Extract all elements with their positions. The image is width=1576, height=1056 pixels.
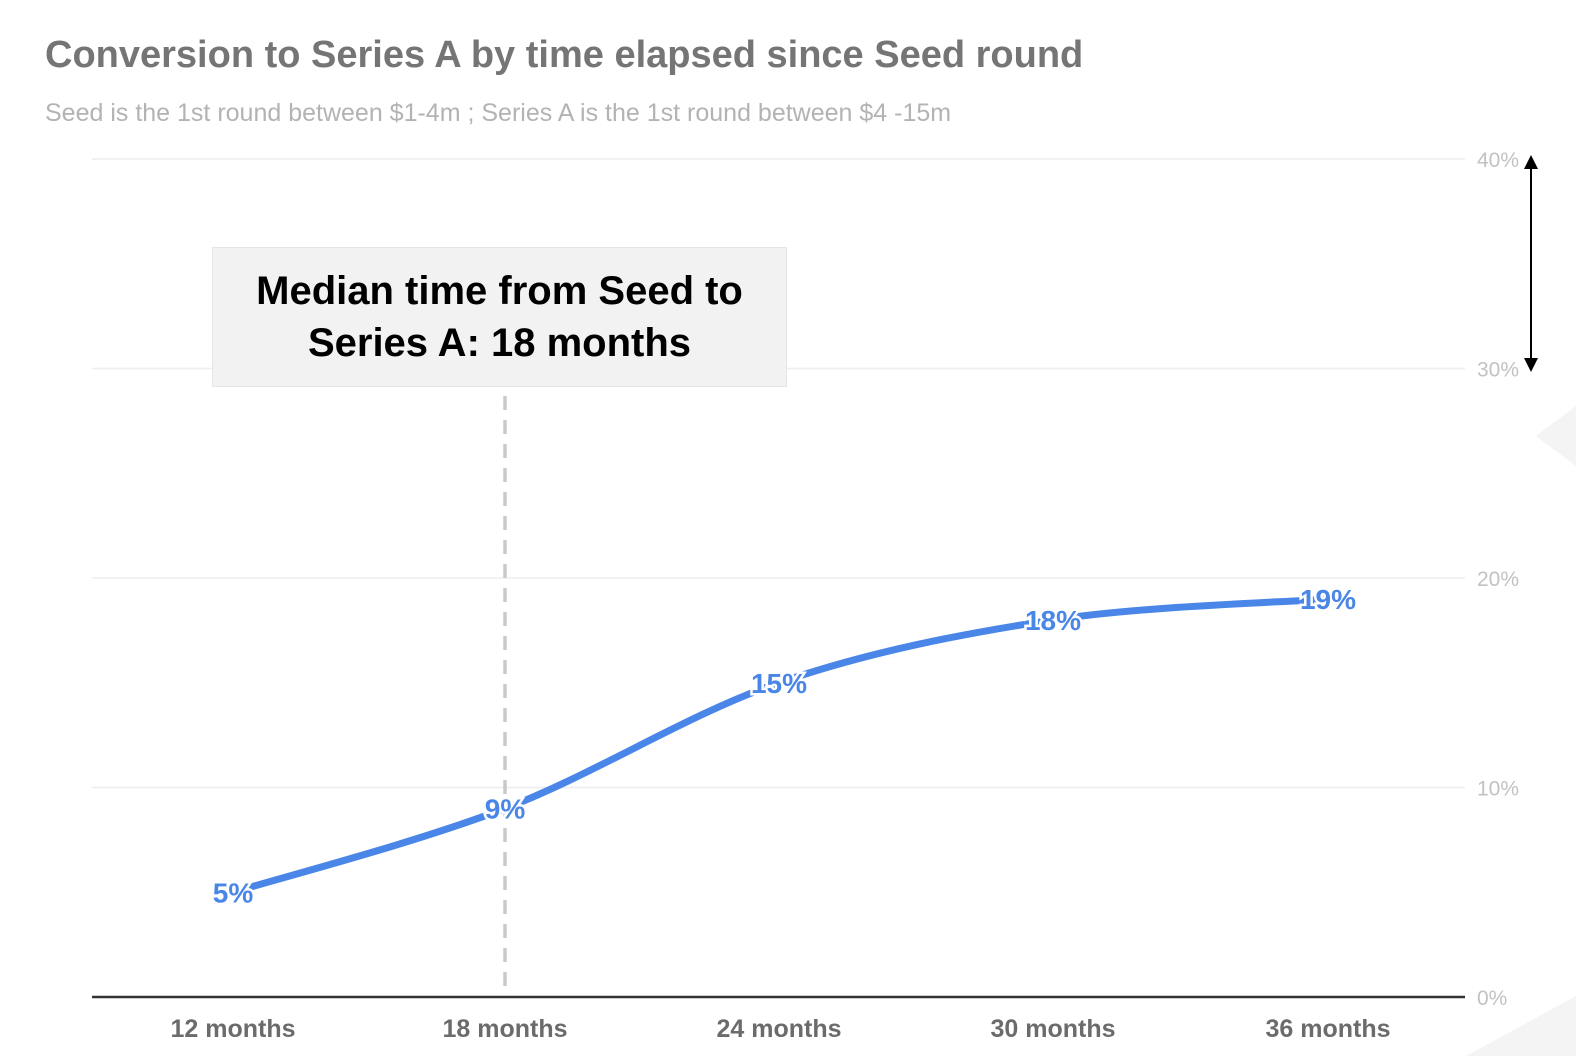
data-label: 5%	[213, 877, 254, 908]
data-label: 9%	[485, 793, 526, 824]
x-tick-label: 30 months	[990, 1015, 1115, 1043]
chart-title: Conversion to Series A by time elapsed s…	[45, 34, 1084, 76]
median-annotation-text: Median time from Seed to Series A: 18 mo…	[256, 269, 743, 365]
x-tick-label: 18 months	[442, 1015, 567, 1043]
x-tick-label: 12 months	[170, 1015, 295, 1043]
x-tick-label: 24 months	[716, 1015, 841, 1043]
data-label: 15%	[751, 668, 807, 699]
y-tick-label: 30%	[1477, 359, 1519, 382]
y-tick-label: 0%	[1477, 987, 1507, 1010]
chart-subtitle: Seed is the 1st round between $1-4m ; Se…	[45, 99, 952, 127]
median-annotation-box: Median time from Seed to Series A: 18 mo…	[212, 247, 787, 387]
x-tick-label: 36 months	[1265, 1015, 1390, 1043]
decorative-corner-shape	[1466, 406, 1576, 1056]
series-line	[229, 595, 1332, 896]
y-tick-label: 10%	[1477, 778, 1519, 801]
y-tick-label: 40%	[1477, 149, 1519, 172]
data-label: 19%	[1300, 584, 1356, 615]
data-label: 18%	[1025, 605, 1081, 636]
y-tick-label: 20%	[1477, 568, 1519, 591]
